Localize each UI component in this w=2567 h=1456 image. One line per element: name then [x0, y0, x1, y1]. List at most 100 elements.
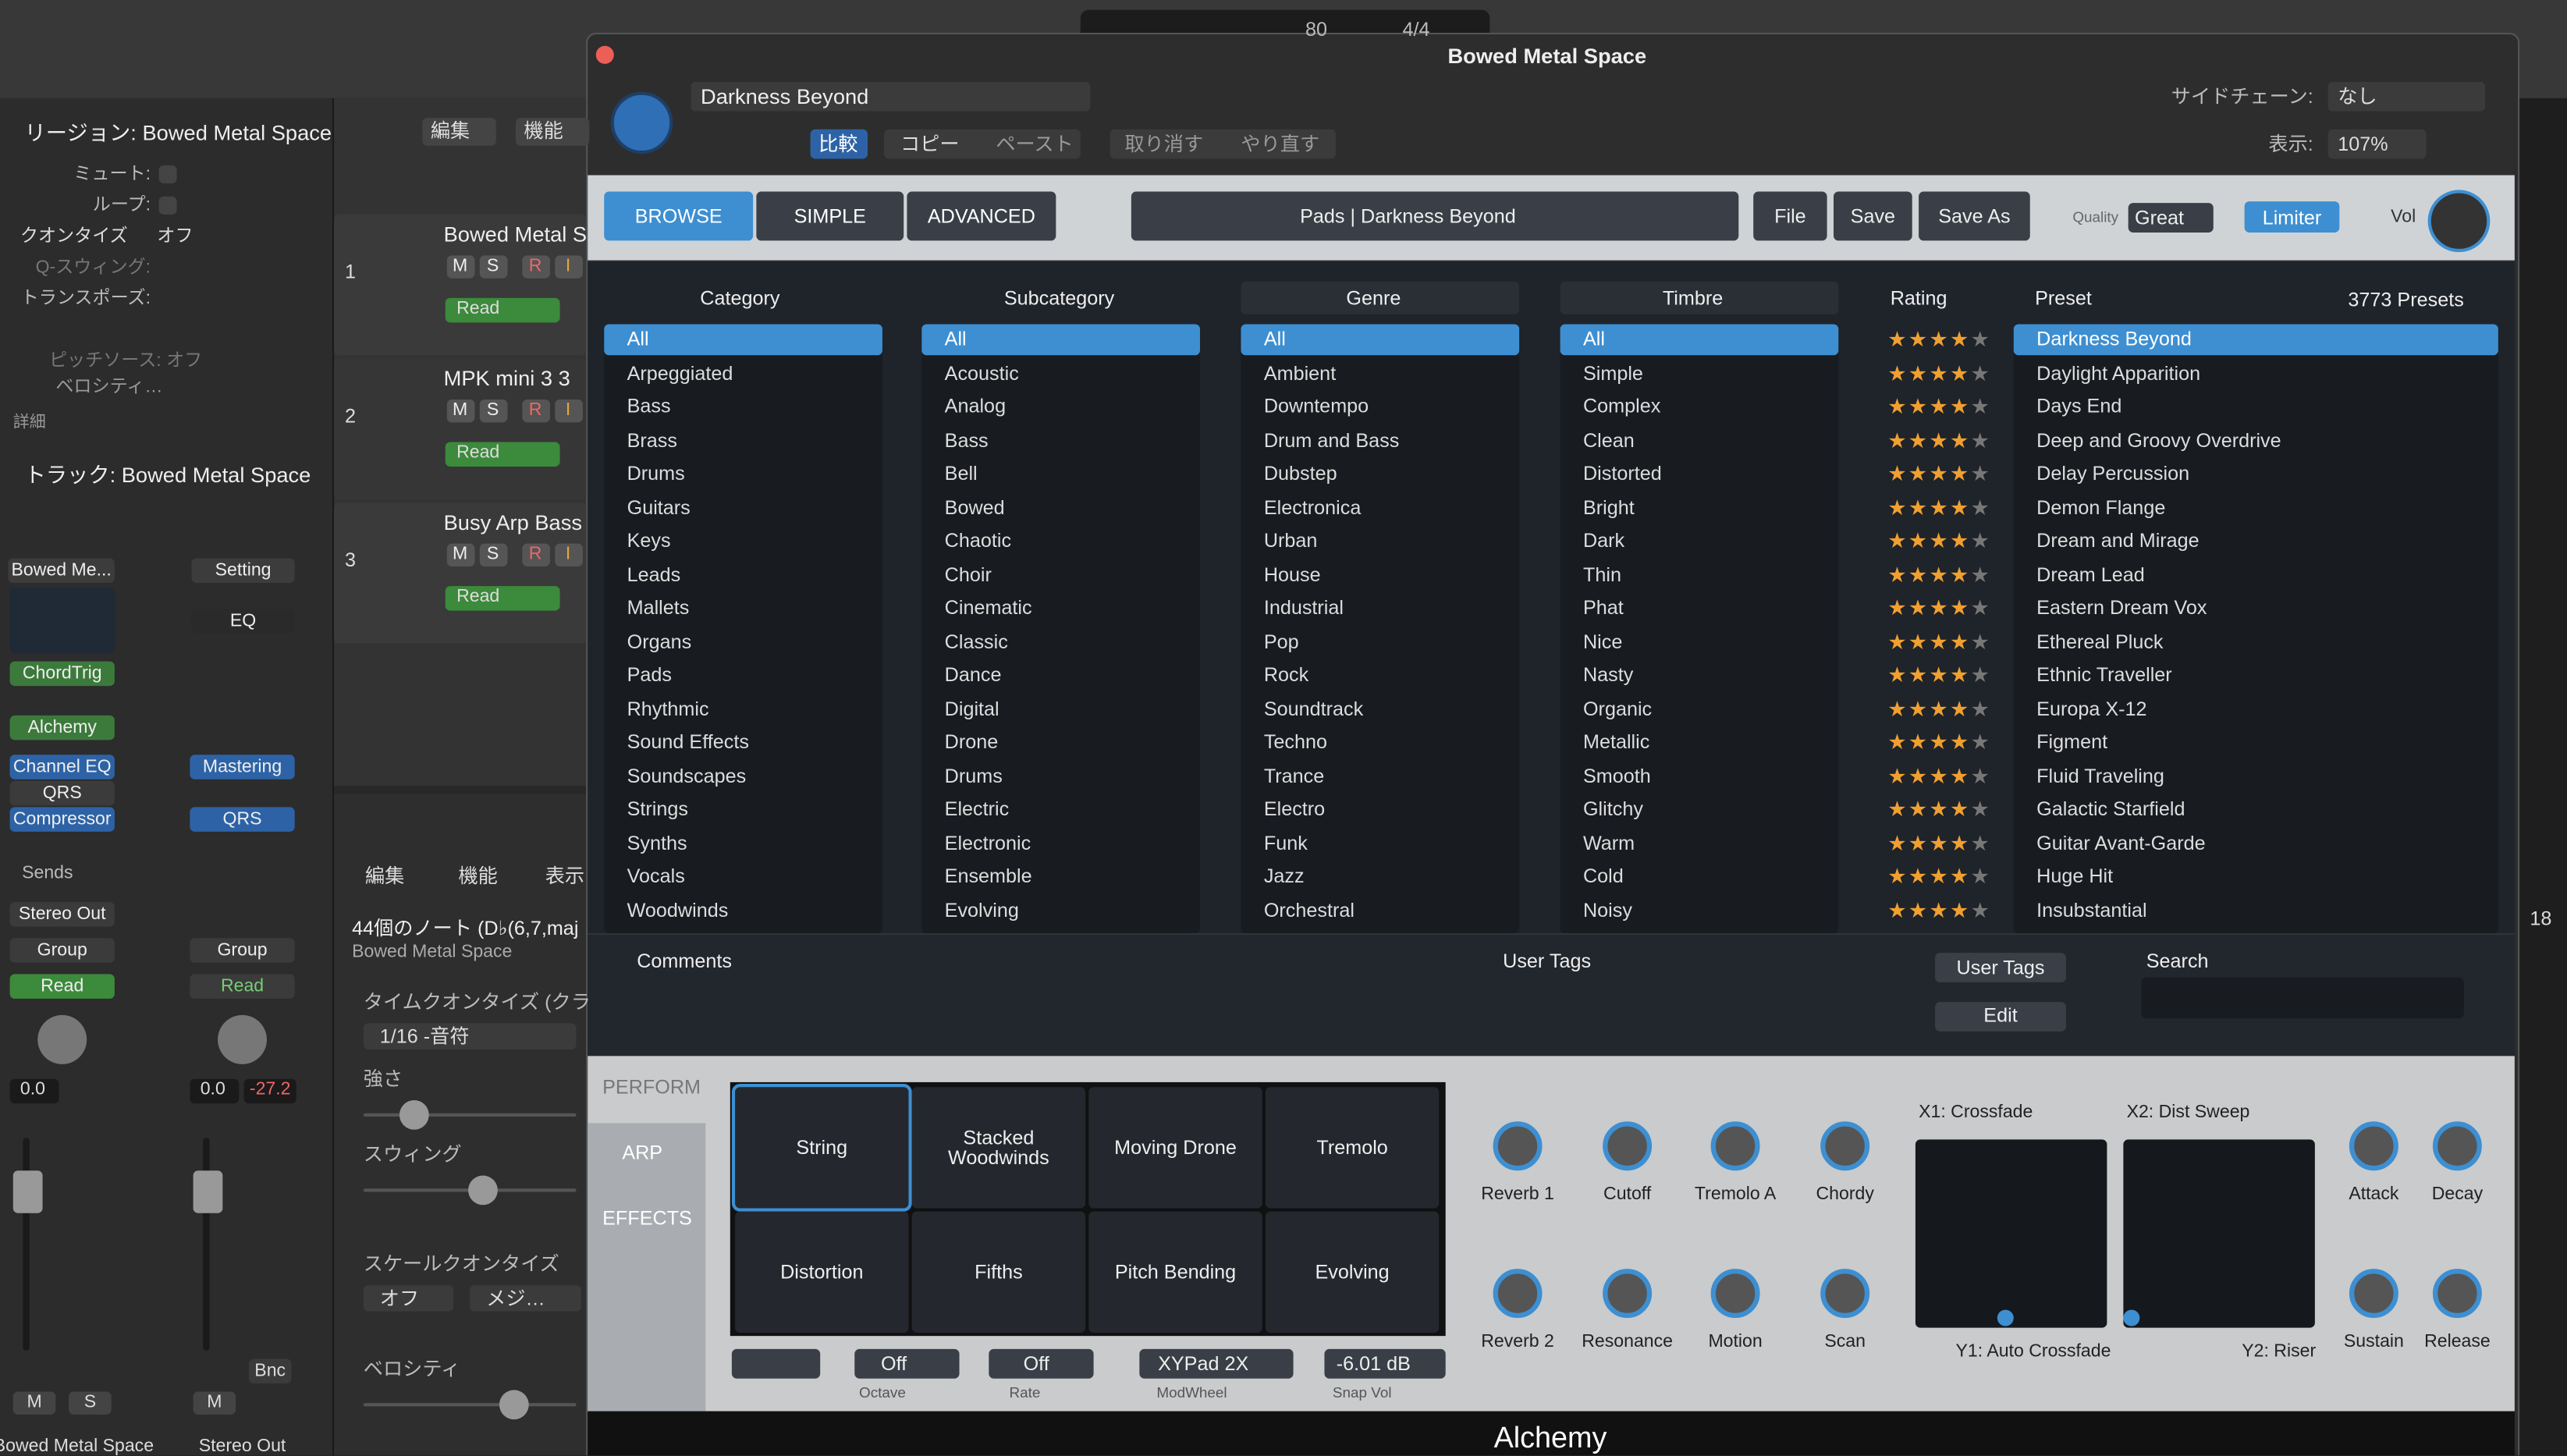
power-button[interactable] — [610, 91, 673, 154]
control[interactable] — [1324, 1348, 1446, 1379]
pad[interactable] — [1265, 1087, 1440, 1209]
preset[interactable]: Ethereal Pluck — [2036, 629, 2164, 653]
list-item[interactable]: Thin — [1582, 562, 1621, 586]
undo-redo[interactable] — [1110, 129, 1337, 159]
list-item[interactable]: Urban — [1263, 528, 1318, 552]
knob[interactable] — [1493, 1121, 1543, 1171]
preset-path[interactable] — [1131, 191, 1739, 241]
list-item[interactable]: Ambient — [1263, 360, 1337, 385]
fader-cap[interactable] — [193, 1170, 223, 1213]
list-item[interactable]: Simple — [1582, 360, 1643, 385]
track-button[interactable] — [522, 543, 550, 566]
list-item[interactable]: Woodwinds — [627, 897, 729, 922]
list-item[interactable]: Drums — [627, 461, 685, 485]
preset-menu[interactable] — [691, 81, 1091, 112]
list-item[interactable]: Soundtrack — [1263, 696, 1364, 720]
tab[interactable] — [907, 191, 1056, 241]
list-item[interactable]: Phat — [1582, 595, 1624, 620]
preset[interactable]: Figment — [2036, 730, 2108, 754]
fader-cap[interactable] — [12, 1170, 43, 1213]
list-item[interactable]: Chaotic — [944, 528, 1012, 552]
file-button[interactable] — [1919, 191, 2030, 241]
slider-thumb[interactable] — [499, 1390, 529, 1420]
list-item[interactable]: Digital — [944, 696, 999, 720]
menu[interactable] — [515, 118, 590, 146]
pad[interactable] — [911, 1211, 1086, 1333]
list-item[interactable]: Strings — [627, 797, 689, 821]
list-item[interactable]: Cinematic — [944, 595, 1032, 620]
list-item[interactable]: Electronic — [944, 830, 1031, 854]
track-button[interactable] — [555, 255, 583, 279]
list-item[interactable]: Electric — [944, 797, 1010, 821]
list-item[interactable]: All — [627, 327, 649, 351]
edit[interactable] — [1935, 1002, 2066, 1032]
header-menu[interactable] — [1560, 281, 1839, 314]
tab[interactable] — [756, 191, 904, 241]
slot[interactable] — [190, 755, 295, 779]
list-item[interactable]: Electronica — [1263, 495, 1362, 519]
list-item[interactable]: Choir — [944, 562, 992, 586]
knob[interactable] — [1710, 1121, 1760, 1171]
list-item[interactable]: Bright — [1582, 495, 1635, 519]
preset[interactable]: Daylight Apparition — [2036, 360, 2201, 385]
selected-row[interactable] — [604, 323, 882, 355]
list-item[interactable]: Acoustic — [944, 360, 1019, 385]
slot[interactable] — [8, 558, 115, 583]
list-item[interactable]: Glitchy — [1582, 797, 1643, 821]
list-item[interactable]: Orchestral — [1263, 897, 1355, 922]
track-button[interactable] — [555, 543, 583, 566]
knob[interactable] — [2349, 1121, 2398, 1171]
list-item[interactable]: Nasty — [1582, 662, 1634, 687]
preset[interactable]: Guitar Avant-Garde — [2036, 830, 2206, 854]
slot[interactable] — [190, 807, 295, 832]
list-item[interactable]: Analog — [944, 394, 1007, 418]
knob[interactable] — [2349, 1269, 2398, 1319]
knob[interactable] — [2432, 1269, 2482, 1319]
list-item[interactable]: Ensemble — [944, 864, 1032, 888]
preset[interactable]: Days End — [2036, 394, 2122, 418]
selected-row[interactable] — [1560, 323, 1839, 355]
list-item[interactable]: Distorted — [1582, 461, 1662, 485]
list-item[interactable]: Drum and Bass — [1263, 428, 1400, 452]
search-field[interactable] — [2141, 977, 2464, 1019]
slot[interactable] — [9, 755, 115, 779]
control[interactable] — [1139, 1348, 1294, 1379]
control[interactable] — [989, 1348, 1094, 1379]
preset[interactable]: Eastern Dream Vox — [2036, 595, 2207, 620]
list-item[interactable]: Clean — [1582, 428, 1635, 452]
compare[interactable] — [810, 129, 868, 159]
preset[interactable]: Delay Percussion — [2036, 461, 2190, 485]
dropdown[interactable] — [363, 1023, 577, 1049]
list-item[interactable]: Funk — [1263, 830, 1308, 854]
knob[interactable] — [1603, 1269, 1653, 1319]
knob[interactable] — [1710, 1269, 1760, 1319]
list-item[interactable]: All — [944, 327, 967, 351]
xy-handle[interactable] — [1997, 1309, 2014, 1326]
slot[interactable] — [9, 807, 115, 832]
xy-pad[interactable] — [2123, 1139, 2315, 1328]
automation[interactable] — [445, 442, 560, 467]
slot[interactable] — [9, 974, 115, 999]
slot[interactable] — [190, 938, 295, 963]
list-item[interactable]: Trance — [1263, 763, 1325, 787]
preset[interactable]: Dream and Mirage — [2036, 528, 2200, 552]
pad[interactable] — [731, 1084, 912, 1212]
list-item[interactable]: Noisy — [1582, 897, 1632, 922]
close-button[interactable] — [595, 45, 614, 64]
list-item[interactable]: Dark — [1582, 528, 1625, 552]
list-item[interactable]: Bell — [944, 461, 978, 485]
list-item[interactable]: Guitars — [627, 495, 691, 519]
slider-thumb[interactable] — [399, 1099, 429, 1130]
list-item[interactable]: Smooth — [1582, 763, 1651, 787]
menu[interactable] — [422, 118, 496, 146]
file-button[interactable] — [1833, 191, 1912, 241]
list-item[interactable]: Drums — [944, 763, 1003, 787]
slot[interactable] — [190, 974, 295, 999]
list-item[interactable]: Cold — [1582, 864, 1624, 888]
list-item[interactable]: Bowed — [944, 495, 1005, 519]
list-item[interactable]: Drone — [944, 730, 999, 754]
list-item[interactable]: Bass — [944, 428, 989, 452]
knob[interactable] — [1493, 1269, 1543, 1319]
pan-knob[interactable] — [218, 1014, 268, 1064]
preset[interactable]: Fluid Traveling — [2036, 763, 2164, 787]
